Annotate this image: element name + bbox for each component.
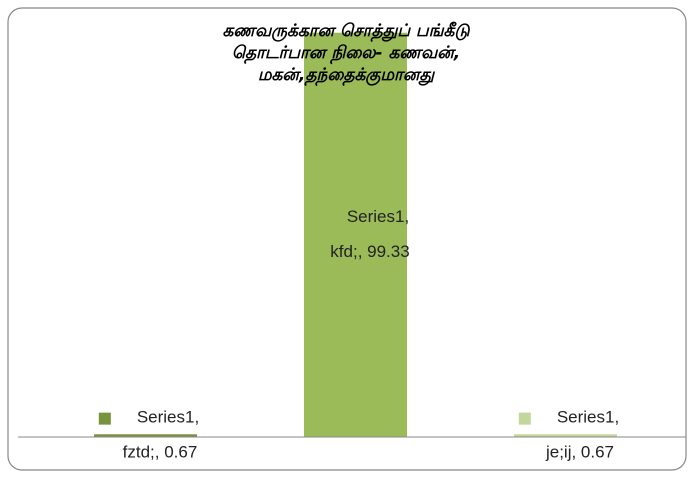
- bar: [514, 434, 617, 437]
- data-label-line: Series1,: [137, 408, 199, 427]
- data-label: Series1, je;ij, 0.67: [545, 408, 619, 462]
- bars: [94, 32, 617, 437]
- data-label-line: kfd;, 99.33: [330, 242, 409, 261]
- bar: [94, 434, 197, 437]
- legend-key: [518, 412, 531, 425]
- chart-title: கணவருக்கான சொத்துப் பங்கீடு தொடர்பான நில…: [222, 21, 470, 85]
- data-label-line: fztd;, 0.67: [123, 443, 198, 462]
- bar: [304, 32, 407, 437]
- data-label: Series1, fztd;, 0.67: [123, 408, 200, 462]
- legend-key: [98, 412, 111, 425]
- data-label-line: Series1,: [557, 408, 619, 427]
- data-label-line: Series1,: [347, 207, 409, 226]
- legend-key: [308, 211, 321, 224]
- data-label: Series1, kfd;, 99.33: [330, 207, 409, 261]
- data-label-line: je;ij, 0.67: [545, 443, 614, 462]
